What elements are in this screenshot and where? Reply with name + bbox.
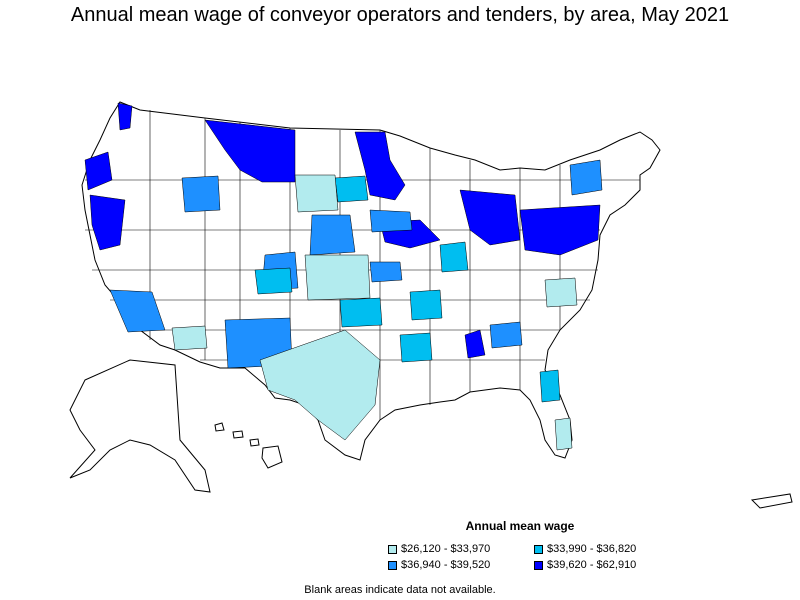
- area-montana-north: [204, 119, 296, 183]
- hawaii-island-3: [249, 438, 260, 447]
- us-mainland-outline: [81, 101, 661, 461]
- alaska-outline: [69, 359, 211, 493]
- puerto-rico-outline: [750, 493, 793, 509]
- map-title: Annual mean wage of conveyor operators a…: [70, 4, 730, 26]
- area-north-dakota-east: [354, 131, 406, 201]
- area-iowa: [369, 209, 413, 233]
- area-florida: [539, 369, 561, 403]
- legend-swatch-4: [534, 560, 543, 570]
- area-texas: [259, 329, 381, 441]
- area-mississippi: [464, 329, 486, 359]
- legend-label-1: $26,120 - $33,970: [401, 543, 491, 555]
- area-northern-california: [89, 194, 126, 251]
- hawaii: [214, 422, 283, 469]
- area-tennessee: [489, 321, 523, 349]
- legend-item-4: $39,620 - $62,910: [534, 559, 636, 571]
- area-great-lakes: [459, 189, 521, 246]
- area-new-york: [569, 159, 603, 196]
- legend-label-4: $39,620 - $62,910: [547, 559, 637, 571]
- area-pennsylvania: [519, 204, 601, 256]
- wage-areas: [84, 102, 603, 451]
- area-kansas-west: [304, 254, 371, 301]
- legend-item-1: $26,120 - $33,970: [388, 543, 490, 555]
- area-minnesota-west: [334, 175, 369, 203]
- area-louisiana: [399, 332, 433, 363]
- hawaii-island-2: [232, 430, 244, 439]
- area-kansas-east: [369, 261, 403, 283]
- hawaii-island-4: [261, 445, 283, 469]
- hawaii-island-1: [214, 422, 225, 432]
- area-washington-west: [117, 102, 133, 131]
- area-oklahoma: [339, 297, 383, 328]
- area-nebraska-west: [294, 174, 339, 213]
- area-arizona-south: [171, 325, 208, 351]
- area-georgia-florida: [554, 417, 573, 451]
- legend-swatch-2: [534, 544, 543, 554]
- area-south-dakota: [309, 214, 356, 256]
- area-wyoming-south: [254, 267, 293, 295]
- legend-title: Annual mean wage: [465, 519, 575, 533]
- footnote: Blank areas indicate data not available.: [304, 584, 496, 596]
- area-south-carolina: [544, 277, 578, 308]
- legend-swatch-3: [388, 560, 397, 570]
- legend-label-3: $36,940 - $39,520: [401, 559, 491, 571]
- legend-item-2: $33,990 - $36,820: [534, 543, 636, 555]
- legend-label-2: $33,990 - $36,820: [547, 543, 637, 555]
- contiguous-us: [81, 101, 661, 461]
- area-arkansas: [409, 289, 443, 321]
- area-indiana: [439, 241, 469, 273]
- area-southern-california: [109, 289, 166, 333]
- legend-swatch-1: [388, 544, 397, 554]
- area-oregon-coast: [84, 151, 113, 191]
- alaska: [69, 359, 211, 493]
- puerto-rico: [750, 493, 793, 509]
- legend-item-3: $36,940 - $39,520: [388, 559, 490, 571]
- area-idaho: [181, 175, 221, 213]
